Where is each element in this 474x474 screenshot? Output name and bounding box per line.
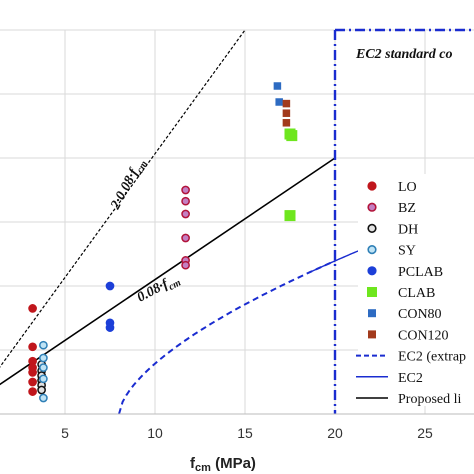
- point-sy: [39, 340, 48, 350]
- point-sy: [39, 353, 48, 363]
- point-lo: [28, 368, 37, 377]
- point-con120: [282, 99, 291, 108]
- ec2-extrapolated-curve: [118, 259, 336, 415]
- legend-label-proposed-li: Proposed li: [398, 392, 462, 407]
- x-axis: 5 10 15 20 25: [0, 413, 474, 441]
- legend-marker-7: [368, 330, 376, 339]
- legend-label-ec2: EC2: [398, 371, 423, 386]
- point-con80: [273, 82, 282, 90]
- x-tick-label: 25: [417, 425, 433, 441]
- point-lo: [28, 342, 37, 352]
- legend-marker-5: [367, 287, 377, 297]
- point-bz: [181, 209, 190, 219]
- point-sy: [39, 363, 48, 372]
- point-lo: [28, 304, 37, 313]
- point-con80: [275, 98, 283, 106]
- x-tick-label: 15: [237, 425, 253, 441]
- legend-marker-3: [367, 245, 377, 255]
- twice-proposed-line: [0, 29, 246, 368]
- point-bz: [181, 196, 190, 206]
- point-lo: [28, 387, 37, 396]
- legend-background: [358, 174, 474, 406]
- legend-label-con120: CON120: [398, 328, 449, 343]
- legend-marker-1: [367, 202, 377, 212]
- point-con120: [282, 119, 291, 127]
- point-bz: [181, 260, 190, 270]
- legend-label-clab: CLAB: [398, 286, 435, 301]
- proposed-line: [0, 157, 336, 386]
- point-con120: [282, 109, 291, 117]
- point-lo: [28, 377, 37, 387]
- point-sy: [39, 374, 48, 384]
- legend-marker-6: [368, 309, 376, 318]
- point-bz: [181, 233, 190, 243]
- legend-marker-2: [367, 223, 377, 233]
- x-tick-label: 20: [327, 425, 343, 441]
- data-points: [28, 82, 298, 403]
- point-sy: [39, 393, 48, 403]
- x-axis-label: fcm (MPa): [190, 455, 256, 474]
- legend: LO BZ DH SY PCLAB CLAB CON80 CON120 EC2 (extrap E…: [356, 174, 474, 407]
- legend-label-dh: DH: [398, 222, 418, 237]
- legend-label-lo: LO: [398, 180, 417, 195]
- point-bz: [181, 185, 190, 195]
- legend-label-ec2-extrap: EC2 (extrap: [398, 350, 466, 365]
- x-tick-label: 5: [61, 425, 69, 441]
- x-tick-label: 10: [147, 425, 163, 441]
- point-clab: [286, 130, 298, 142]
- point-dh: [37, 385, 46, 395]
- point-clab: [284, 210, 296, 222]
- legend-marker-0: [367, 181, 377, 191]
- legend-label-bz: BZ: [398, 201, 416, 216]
- annotation-twice-line: 2·0.08·fcm: [108, 156, 150, 214]
- legend-label-pclab: PCLAB: [398, 265, 443, 280]
- point-pclab: [105, 323, 115, 332]
- legend-marker-4: [367, 266, 377, 276]
- annotation-ec2-standard: EC2 standard co: [355, 47, 452, 62]
- legend-label-con80: CON80: [398, 307, 442, 322]
- point-pclab: [105, 281, 115, 291]
- legend-label-sy: SY: [398, 244, 416, 259]
